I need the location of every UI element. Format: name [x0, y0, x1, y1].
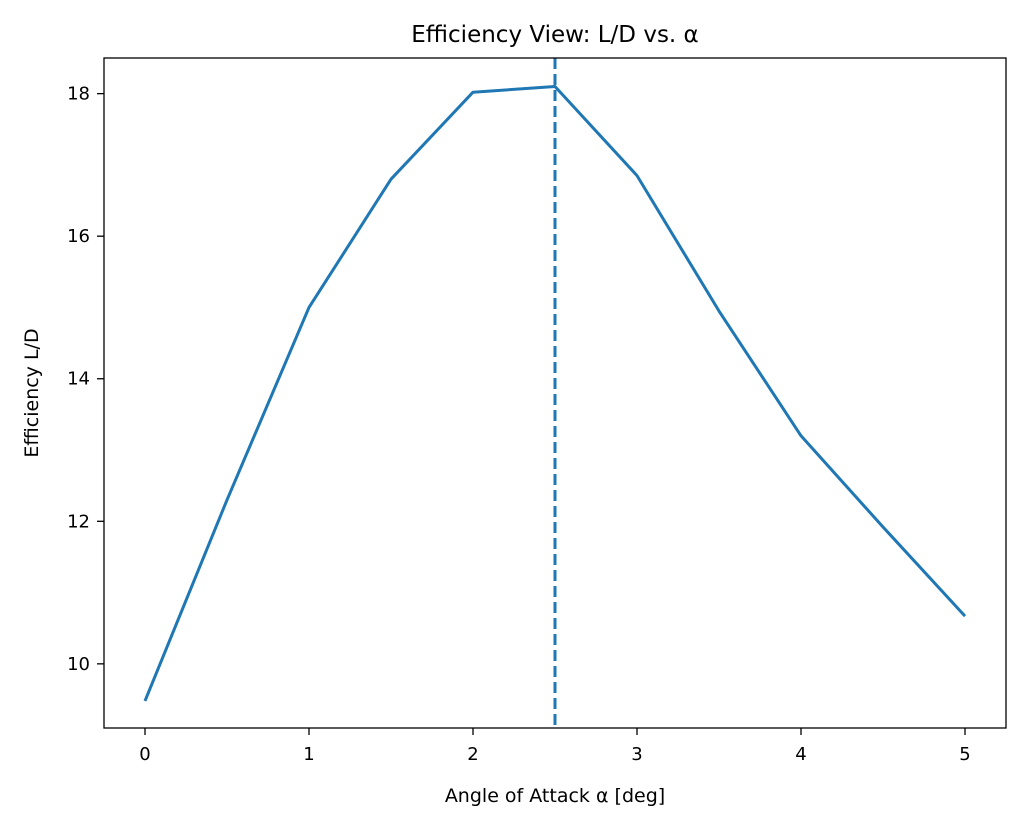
- y-tick-label: 10: [67, 654, 90, 675]
- y-tick-label: 12: [67, 511, 90, 532]
- y-tick-label: 14: [67, 369, 90, 390]
- x-tick-label: 2: [467, 744, 478, 765]
- axes-frame: [103, 57, 1007, 729]
- chart-title: Efficiency View: L/D vs. α: [411, 22, 698, 48]
- plot-area: [143, 58, 967, 728]
- x-tick-label: 5: [959, 744, 970, 765]
- series-line-0: [143, 85, 967, 702]
- y-tick-label: 18: [67, 84, 90, 105]
- x-axis-label: Angle of Attack α [deg]: [445, 785, 665, 807]
- x-tick-label: 3: [631, 744, 642, 765]
- y-axis-label: Efficiency L/D: [21, 328, 43, 457]
- x-tick-label: 4: [795, 744, 806, 765]
- x-tick-label: 0: [139, 744, 150, 765]
- y-tick-label: 16: [67, 226, 90, 247]
- x-tick-label: 1: [303, 744, 314, 765]
